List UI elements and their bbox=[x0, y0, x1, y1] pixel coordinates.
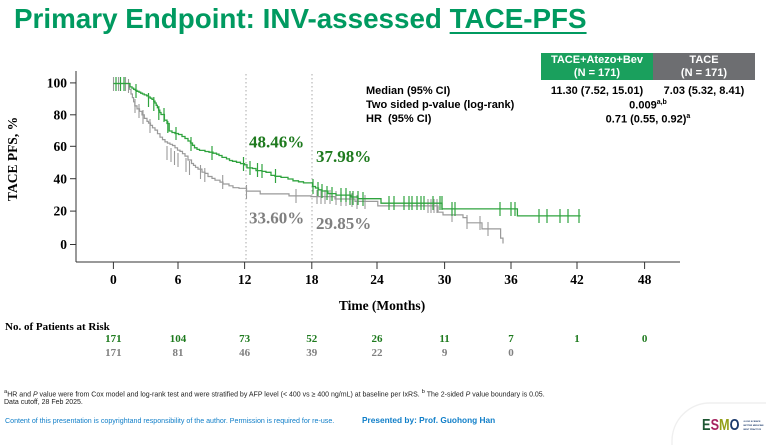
svg-text:81: 81 bbox=[173, 347, 184, 359]
svg-text:No. of Patients at Risk: No. of Patients at Risk bbox=[5, 321, 111, 333]
svg-text:BETTER MEDICINE: BETTER MEDICINE bbox=[744, 425, 765, 427]
svg-text:29.85%: 29.85% bbox=[316, 214, 371, 233]
svg-text:80: 80 bbox=[54, 107, 68, 122]
svg-text:E: E bbox=[702, 417, 710, 434]
svg-text:24: 24 bbox=[370, 272, 384, 287]
svg-text:40: 40 bbox=[54, 171, 68, 186]
svg-text:60: 60 bbox=[54, 139, 68, 154]
svg-text:100: 100 bbox=[47, 76, 68, 91]
svg-text:26: 26 bbox=[372, 333, 384, 345]
svg-text:9: 9 bbox=[442, 347, 448, 359]
svg-text:1: 1 bbox=[574, 333, 580, 345]
svg-text:39: 39 bbox=[306, 347, 318, 359]
svg-text:0: 0 bbox=[508, 347, 514, 359]
svg-text:18: 18 bbox=[305, 272, 319, 287]
svg-text:Time (Months): Time (Months) bbox=[339, 298, 425, 313]
svg-text:171: 171 bbox=[105, 333, 122, 345]
svg-text:0: 0 bbox=[110, 272, 117, 287]
svg-text:20: 20 bbox=[54, 204, 68, 219]
svg-text:0: 0 bbox=[642, 333, 648, 345]
svg-text:22: 22 bbox=[372, 347, 384, 359]
svg-text:M: M bbox=[719, 417, 730, 434]
svg-text:171: 171 bbox=[105, 347, 122, 359]
svg-text:42: 42 bbox=[570, 272, 584, 287]
svg-text:37.98%: 37.98% bbox=[316, 147, 371, 166]
svg-text:0: 0 bbox=[60, 237, 67, 252]
svg-text:S: S bbox=[711, 417, 719, 434]
svg-text:30: 30 bbox=[438, 272, 452, 287]
svg-text:73: 73 bbox=[239, 333, 251, 345]
svg-text:36: 36 bbox=[504, 272, 518, 287]
svg-text:104: 104 bbox=[170, 333, 187, 345]
svg-text:12: 12 bbox=[238, 272, 252, 287]
svg-text:48.46%: 48.46% bbox=[249, 133, 304, 152]
svg-text:33.60%: 33.60% bbox=[249, 209, 304, 228]
svg-text:52: 52 bbox=[306, 333, 318, 345]
svg-text:46: 46 bbox=[239, 347, 251, 359]
svg-text:TACE PFS, %: TACE PFS, % bbox=[5, 117, 20, 201]
svg-text:O: O bbox=[730, 417, 740, 434]
svg-text:11: 11 bbox=[439, 333, 449, 345]
svg-text:BEST PRACTICE: BEST PRACTICE bbox=[744, 428, 762, 431]
svg-text:6: 6 bbox=[175, 272, 182, 287]
svg-text:GOOD SCIENCE: GOOD SCIENCE bbox=[744, 421, 762, 423]
svg-text:48: 48 bbox=[638, 272, 652, 287]
svg-text:7: 7 bbox=[508, 333, 514, 345]
